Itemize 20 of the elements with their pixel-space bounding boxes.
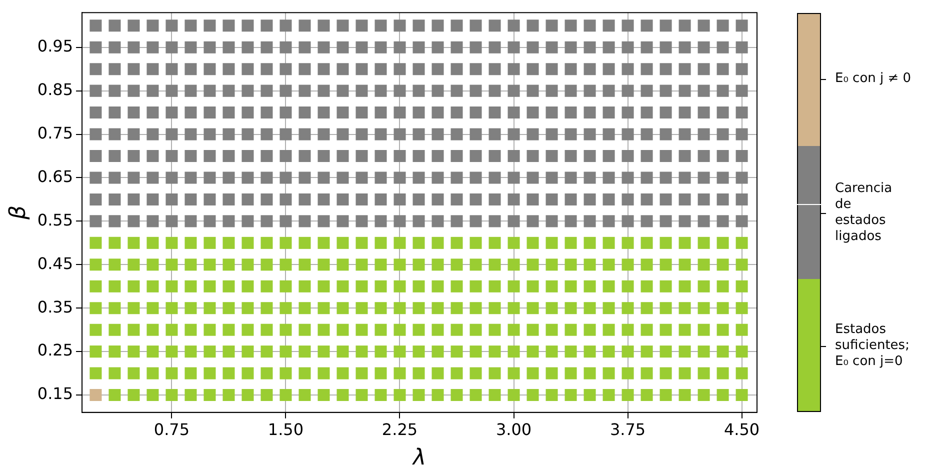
y-tick-label: 0.65	[37, 166, 74, 186]
x-tick-label: 0.75	[154, 420, 190, 440]
y-tick-label: 0.85	[37, 80, 74, 99]
y-tick-label: 0.55	[37, 210, 74, 230]
x-tick-label: 4.50	[724, 420, 760, 440]
x-tick-label: 3.75	[610, 420, 646, 440]
legend-label: Carencia de estados ligados	[835, 180, 892, 244]
y-tick-label: 0.45	[37, 254, 74, 273]
y-tick-label: 0.15	[37, 384, 74, 404]
legend-label: E₀ con j ≠ 0	[835, 71, 912, 88]
y-tick-label: 0.75	[37, 123, 74, 142]
x-axis-title: λ	[412, 446, 426, 471]
legend-label: Estados suficientes; E₀ con j=0	[835, 322, 910, 370]
x-tick-label: 2.25	[382, 420, 418, 440]
y-tick-label: 0.95	[37, 36, 74, 56]
x-tick-label: 1.50	[268, 420, 304, 440]
y-tick-label: 0.25	[37, 340, 74, 360]
x-tick-label: 3.00	[496, 420, 532, 440]
y-axis-title: β	[6, 205, 31, 221]
y-tick-label: 0.35	[37, 297, 74, 316]
